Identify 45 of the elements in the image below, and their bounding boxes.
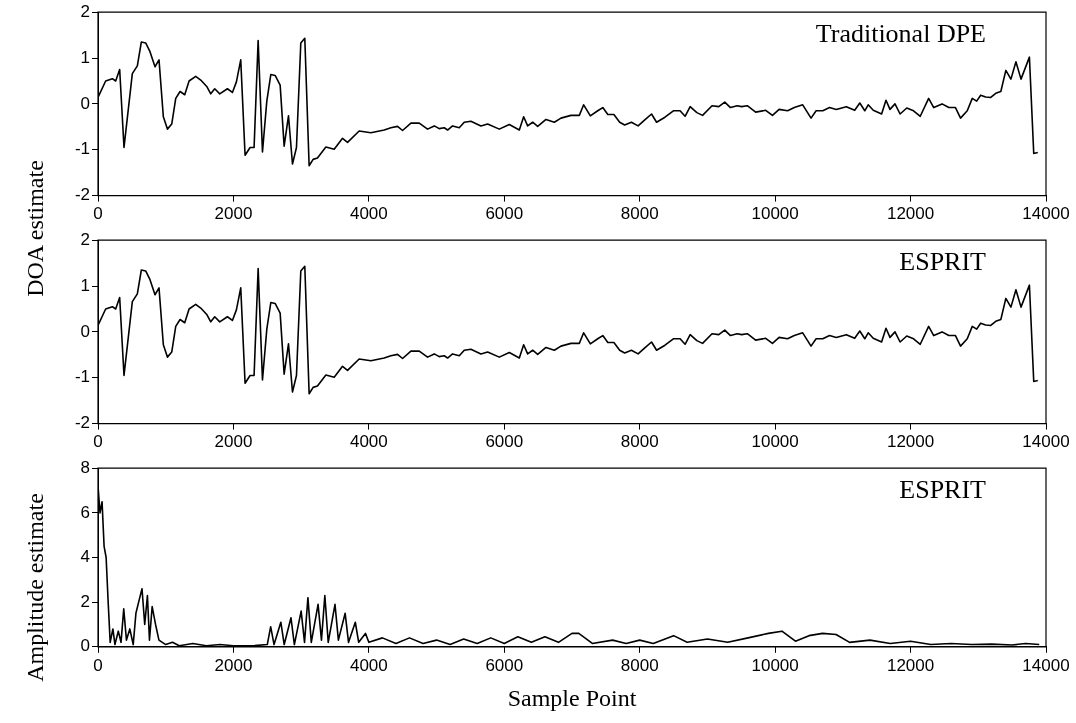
x-tick-label: 10000 (751, 655, 799, 675)
x-tick-label: 10000 (751, 432, 799, 452)
y-tick-label: -2 (74, 185, 90, 205)
annotation: ESPRIT (899, 475, 987, 505)
x-tick-label: 14000 (1022, 204, 1070, 224)
y-tick-label: 2 (80, 229, 90, 249)
x-tick-label: 0 (93, 204, 103, 224)
y-tick-label: 0 (80, 636, 90, 656)
x-tick-label: 6000 (485, 655, 524, 675)
x-tick-label: 8000 (620, 655, 659, 675)
y-tick-label: 1 (80, 47, 90, 67)
y-tick-label: -1 (74, 367, 90, 387)
x-tick-label: 14000 (1022, 655, 1070, 675)
x-tick-label: 8000 (620, 432, 659, 452)
x-tick-label: 0 (93, 655, 103, 675)
y-tick-label: 6 (80, 502, 90, 522)
x-tick-label: 2000 (214, 655, 253, 675)
x-tick-label: 12000 (886, 432, 935, 452)
x-tick-label: 12000 (886, 655, 935, 675)
x-tick-label: 0 (93, 432, 103, 452)
annotation: Traditional DPE (815, 19, 986, 49)
x-tick-label: 2000 (214, 204, 253, 224)
y-tick-label: 0 (80, 93, 90, 113)
x-tick-label: 4000 (349, 655, 388, 675)
x-tick-label: 12000 (886, 204, 935, 224)
x-tick-label: 10000 (751, 204, 799, 224)
y-axis-title: Amplitude estimate (21, 492, 49, 682)
y-tick-label: 0 (80, 321, 90, 341)
y-tick-label: 2 (80, 1, 90, 21)
y-axis-title: DOA estimate (21, 159, 49, 297)
x-tick-label: 14000 (1022, 432, 1070, 452)
y-tick-label: 1 (80, 275, 90, 295)
x-tick-label: 4000 (349, 432, 388, 452)
x-tick-label: 2000 (214, 432, 253, 452)
x-tick-label: 6000 (485, 204, 524, 224)
x-axis-title: Sample Point (507, 684, 637, 711)
y-tick-label: 8 (80, 457, 90, 477)
x-tick-label: 4000 (349, 204, 388, 224)
y-tick-label: -1 (74, 139, 90, 159)
y-tick-label: -2 (74, 413, 90, 433)
y-tick-label: 2 (80, 591, 90, 611)
annotation: ESPRIT (899, 247, 987, 277)
x-tick-label: 8000 (620, 204, 659, 224)
y-tick-label: 4 (80, 547, 90, 567)
x-tick-label: 6000 (485, 432, 524, 452)
